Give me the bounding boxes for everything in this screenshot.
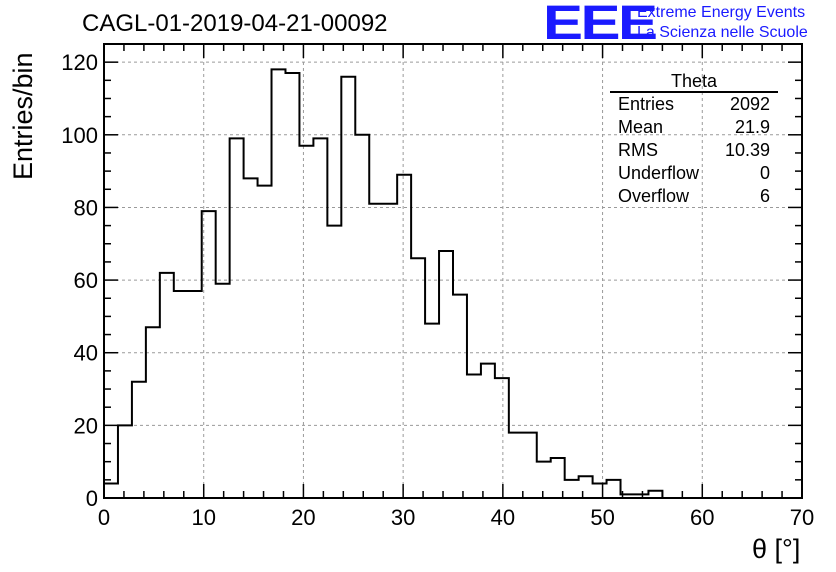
histogram-bin [160,273,174,498]
stats-value: 10.39 [724,140,770,160]
histogram-bin [188,291,202,498]
histogram-bin [244,178,258,498]
logo-line-1: Extreme Energy Events [637,4,806,21]
y-tick-label: 0 [86,486,98,511]
histogram-bin [313,138,327,498]
y-tick-label: 40 [74,341,98,366]
histogram-bin [411,258,425,498]
eee-logo: EEE [543,0,658,50]
histogram-bin [230,138,244,498]
stats-value: 21.9 [734,117,770,137]
axis-ticks [103,43,803,499]
stats-row-overflow: Overflow 6 [610,185,778,208]
histogram-bin [607,480,621,498]
x-tick-label: 10 [191,505,215,530]
x-tick-label: 60 [690,505,714,530]
histogram-bin [118,425,132,498]
x-tick-label: 20 [291,505,315,530]
stats-row-mean: Mean 21.9 [610,116,778,139]
stats-value: 2092 [729,94,770,114]
histogram-bins [104,69,662,498]
histogram-bin [299,146,313,498]
stats-label: Mean [618,117,664,137]
histogram-bin [397,175,411,498]
histogram-bin [537,462,551,498]
histogram-bin [481,364,495,498]
stats-value: 0 [759,163,770,183]
histogram-bin [425,324,439,498]
histogram-bin [453,295,467,498]
histogram-bin [355,135,369,498]
histogram-bin [579,476,593,498]
stats-label: Underflow [618,163,700,183]
histogram-bin [174,291,188,498]
y-tick-label: 60 [74,268,98,293]
histogram-bin [146,327,160,498]
histogram-bin [495,378,509,498]
stats-label: Entries [618,94,675,114]
stats-title: Theta [610,70,778,93]
histogram-bin [216,284,230,498]
histogram-bin [341,77,355,498]
histogram-bin [104,483,118,498]
stats-row-rms: RMS 10.39 [610,139,778,162]
histogram-bin [285,73,299,498]
y-tick-label: 20 [74,413,98,438]
grid-lines [104,44,802,498]
x-tick-label: 70 [790,505,814,530]
stats-row-entries: Entries 2092 [610,93,778,116]
stats-label: RMS [618,140,658,160]
histogram-bin [439,251,453,498]
histogram-bin [593,483,607,498]
logo-line-2: La Scienza nelle Scuole [637,24,808,41]
histogram-bin [272,69,286,498]
x-tick-label: 40 [491,505,515,530]
stats-row-underflow: Underflow 0 [610,162,778,185]
histogram-bin [509,433,523,498]
histogram-bin [132,382,146,498]
histogram-bin [327,226,341,498]
histogram-bin [467,375,481,498]
y-tick-label: 80 [74,195,98,220]
plot-title: CAGL-01-2019-04-21-00092 [82,10,388,37]
stats-value: 6 [759,186,770,206]
histogram-bin [202,211,216,498]
histogram-bin [648,491,662,498]
histogram-bin [369,204,383,498]
histogram-bin [258,186,272,498]
y-tick-label: 100 [61,123,98,148]
histogram-bin [523,433,537,498]
y-tick-label: 120 [61,50,98,75]
histogram-bin [383,204,397,498]
plot-frame [103,43,803,499]
stats-label: Overflow [618,186,690,206]
histogram-outline [104,68,802,499]
x-axis-label: θ [°] [752,534,801,564]
stats-box: Theta Entries 2092 Mean 21.9 RMS 10.39 U… [610,70,778,208]
x-tick-label: 30 [391,505,415,530]
x-tick-label: 50 [590,505,614,530]
y-axis-label: Entries/bin [8,52,38,180]
x-tick-label: 0 [98,505,110,530]
histogram-bin [565,480,579,498]
